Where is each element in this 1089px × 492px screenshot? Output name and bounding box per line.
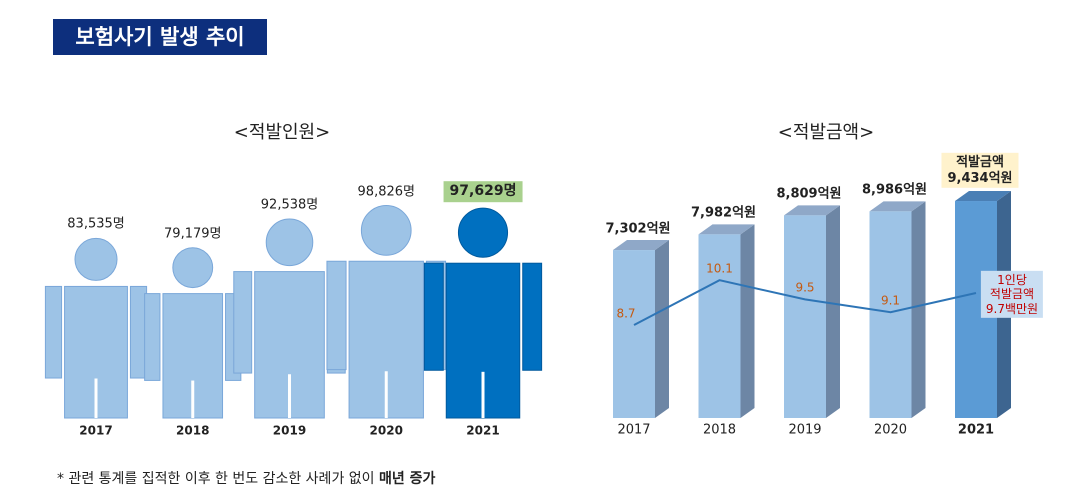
bar-top xyxy=(698,224,755,235)
value-label: 1인당 적발금액 9.7백만원 xyxy=(980,270,1044,318)
bar-side xyxy=(655,240,669,418)
x-tick-label: 2020 xyxy=(369,423,403,438)
figure-head xyxy=(457,207,509,258)
header-title: 보험사기 발생 추이 xyxy=(53,19,267,55)
value-label: 8.7 xyxy=(616,306,636,321)
footnote-emphasis: 매년 증가 xyxy=(378,471,436,487)
person-figure xyxy=(423,207,543,419)
x-tick-label: 2021 xyxy=(957,422,995,438)
bar xyxy=(698,234,741,418)
person-figure xyxy=(233,218,346,419)
bar-side xyxy=(740,224,755,418)
value-label: 7,982억원 xyxy=(690,205,757,221)
value-label: 9.5 xyxy=(795,281,815,295)
line xyxy=(633,279,977,326)
x-tick-label: 2021 xyxy=(466,423,500,438)
value-label: 92,538명 xyxy=(260,197,319,213)
figure-arm xyxy=(144,293,161,381)
value-label: 9.1 xyxy=(880,293,901,308)
value-label: 98,826명 xyxy=(357,183,415,199)
value-label: 10.1 xyxy=(706,261,733,276)
figure-arm xyxy=(44,285,63,379)
x-tick-label: 2017 xyxy=(79,423,113,438)
value-label: 적발금액 9,434억원 xyxy=(941,152,1019,189)
chart-title: <적발인원> xyxy=(233,122,331,143)
bar xyxy=(869,211,912,418)
person-figure xyxy=(326,205,447,419)
value-label: 97,629명 xyxy=(443,181,523,203)
x-tick-label: 2018 xyxy=(176,423,210,438)
bar-side xyxy=(911,201,926,418)
person-figure xyxy=(144,247,242,419)
x-tick-label: 2018 xyxy=(702,422,737,438)
bar-top xyxy=(784,205,840,216)
bar-top xyxy=(613,240,669,251)
value-label: 79,179명 xyxy=(164,226,222,242)
bar-top xyxy=(955,191,1011,202)
value-label: 8,986억원 xyxy=(861,182,928,198)
figure-head xyxy=(360,205,412,256)
figure-arm xyxy=(423,262,444,371)
figure-arm xyxy=(522,262,543,371)
figure-head xyxy=(172,247,214,289)
person-figure xyxy=(44,237,148,419)
figure-head xyxy=(74,237,118,281)
x-tick-label: 2017 xyxy=(617,422,651,438)
figure-head xyxy=(265,218,314,267)
value-label: 7,302억원 xyxy=(605,221,671,237)
x-tick-label: 2019 xyxy=(272,423,307,438)
bar-top xyxy=(869,201,926,212)
x-tick-label: 2020 xyxy=(873,422,908,438)
figure-arm xyxy=(233,271,253,374)
chart-title: <적발금액> xyxy=(777,122,875,143)
bar xyxy=(613,250,655,418)
value-label: 8,809억원 xyxy=(776,186,842,202)
bar xyxy=(784,215,826,418)
bar-side xyxy=(826,205,840,418)
x-tick-label: 2019 xyxy=(788,422,822,438)
figure-arm xyxy=(326,260,347,371)
value-label: 83,535명 xyxy=(67,216,125,232)
footnote: * 관련 통계를 집적한 이후 한 번도 감소한 사례가 없이 매년 증가 xyxy=(57,468,435,488)
footnote-text: * 관련 통계를 집적한 이후 한 번도 감소한 사례가 없이 xyxy=(57,471,379,487)
